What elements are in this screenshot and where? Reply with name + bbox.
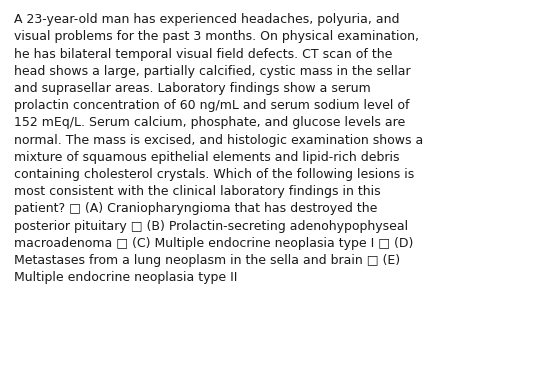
Text: A 23-year-old man has experienced headaches, polyuria, and
visual problems for t: A 23-year-old man has experienced headac… xyxy=(14,13,423,284)
